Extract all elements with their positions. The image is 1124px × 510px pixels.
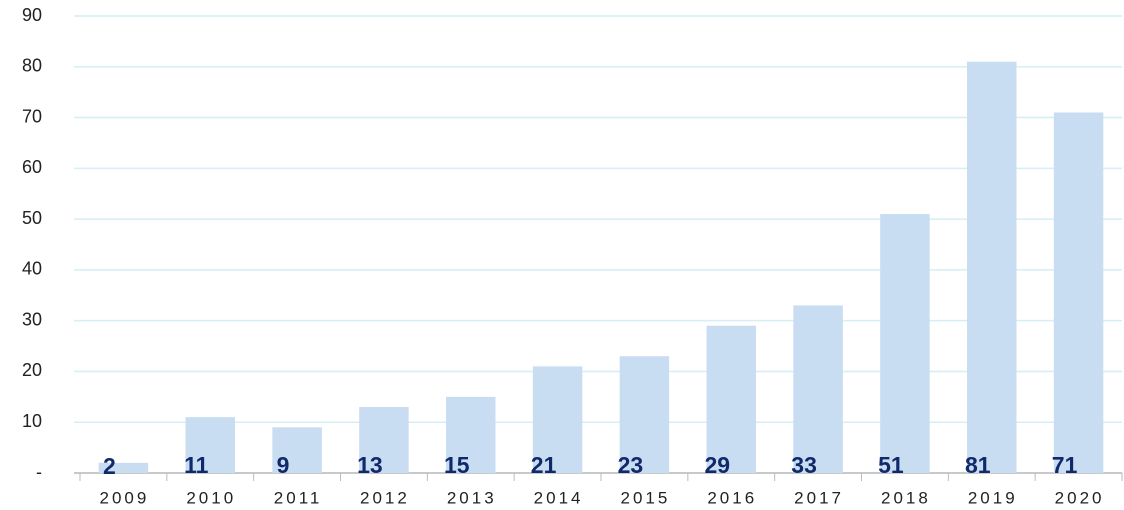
x-tick-label: 2011 xyxy=(274,488,323,507)
bar xyxy=(359,406,409,473)
x-tick-label: 2010 xyxy=(186,488,236,507)
y-tick-label: 30 xyxy=(22,309,42,329)
data-label: 11 xyxy=(184,452,209,478)
y-tick-label: - xyxy=(36,462,42,482)
x-tick-label: 2013 xyxy=(447,488,497,507)
bar xyxy=(793,305,843,473)
x-tick-label: 2015 xyxy=(621,488,671,507)
x-tick-label: 2009 xyxy=(100,488,150,507)
data-label: 9 xyxy=(277,452,290,478)
data-label: 15 xyxy=(444,452,470,478)
data-label: 2 xyxy=(103,453,116,479)
y-tick-label: 10 xyxy=(22,411,42,431)
data-label: 51 xyxy=(878,452,904,478)
bar xyxy=(967,61,1017,473)
bar xyxy=(706,325,756,473)
data-label: 29 xyxy=(704,452,730,478)
bar xyxy=(619,356,670,473)
y-tick-label: 70 xyxy=(22,106,42,126)
data-label: 23 xyxy=(618,452,644,478)
x-tick-label: 2014 xyxy=(534,488,584,507)
bar xyxy=(1053,112,1104,473)
x-tick-label: 2016 xyxy=(707,488,757,507)
x-tick-label: 2020 xyxy=(1055,488,1105,507)
y-tick-label: 90 xyxy=(22,5,42,25)
bar xyxy=(446,396,496,473)
data-label: 81 xyxy=(965,452,991,478)
bar xyxy=(98,462,149,473)
x-tick-label: 2017 xyxy=(794,488,844,507)
bar xyxy=(880,214,930,474)
y-tick-label: 20 xyxy=(22,360,42,380)
bar xyxy=(532,366,583,473)
y-tick-label: 80 xyxy=(22,56,42,76)
x-tick-label: 2012 xyxy=(360,488,410,507)
data-label: 13 xyxy=(357,452,383,478)
bar xyxy=(272,427,322,473)
data-label: 33 xyxy=(791,452,817,478)
x-tick-label: 2019 xyxy=(968,488,1018,507)
y-tick-label: 50 xyxy=(22,208,42,228)
data-label: 21 xyxy=(531,452,557,478)
y-tick-label: 40 xyxy=(22,259,42,279)
bar xyxy=(185,417,235,473)
y-tick-label: 60 xyxy=(22,157,42,177)
x-tick-label: 2018 xyxy=(881,488,931,507)
data-label: 71 xyxy=(1052,452,1078,478)
